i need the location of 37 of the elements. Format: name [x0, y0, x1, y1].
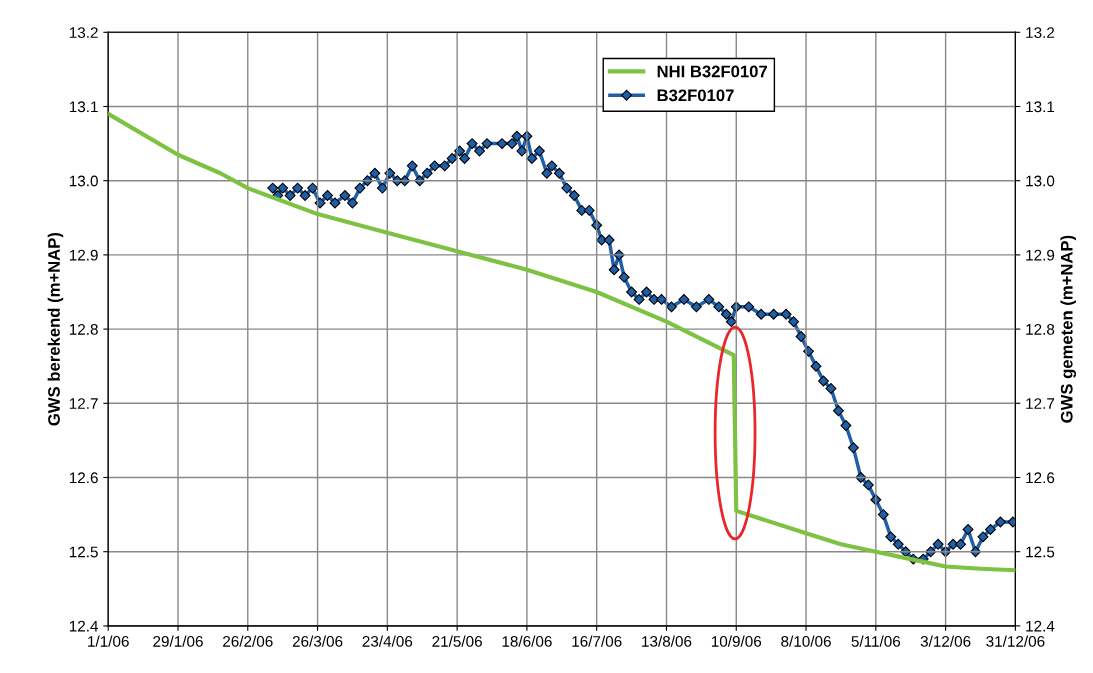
y2-tick-label: 12.8 [1026, 323, 1055, 335]
line-series [108, 111, 1016, 573]
y-tick-label: 13.2 [69, 27, 98, 38]
y-tick-label: 13.1 [69, 101, 98, 113]
x-tick-label: 26/2/06 [223, 635, 273, 647]
y-tick-label: 12.6 [69, 472, 98, 484]
y-tick-label: 12.9 [69, 249, 98, 261]
x-tick-label: 10/9/06 [711, 635, 762, 647]
legend-label: NHI B32F0107 [657, 65, 767, 78]
y2-tick-label: 13.1 [1026, 101, 1055, 113]
legend-label: B32F0107 [657, 89, 734, 102]
y-tick-label: 13.0 [69, 175, 98, 187]
x-tick-label: 31/12/06 [986, 635, 1045, 647]
x-tick-label: 21/5/06 [432, 635, 482, 647]
x-tick-label: 3/12/06 [920, 635, 971, 647]
y-tick-label: 12.5 [69, 546, 98, 558]
x-tick-label: 8/10/06 [781, 635, 831, 647]
y-tick-label: 12.7 [69, 398, 98, 409]
x-tick-label: 18/6/06 [502, 635, 552, 647]
y2-tick-label: 12.6 [1026, 472, 1055, 484]
y-tick-label: 12.8 [69, 323, 98, 335]
y2-tick-label: 12.4 [1026, 620, 1055, 632]
x-tick-label: 29/1/06 [153, 635, 203, 647]
x-tick-label: 5/11/06 [851, 635, 901, 647]
x-tick-label: 13/8/06 [642, 635, 692, 647]
x-tick-label: 26/3/06 [292, 635, 343, 647]
y2-tick-label: 12.7 [1026, 398, 1055, 409]
y-axis-title: GWS berekend (m+NAP) [47, 232, 64, 426]
y2-tick-label: 13.0 [1026, 175, 1055, 187]
y2-tick-label: 12.5 [1026, 546, 1055, 558]
y2-axis-title: GWS gemeten (m+NAP) [1060, 235, 1077, 423]
x-tick-label: 16/7/06 [572, 635, 622, 647]
x-tick-label: 1/1/06 [88, 635, 129, 647]
y2-tick-label: 13.2 [1026, 27, 1055, 38]
y2-tick-label: 12.9 [1026, 249, 1055, 261]
y-tick-label: 12.4 [69, 620, 99, 632]
x-tick-label: 23/4/06 [362, 635, 413, 647]
